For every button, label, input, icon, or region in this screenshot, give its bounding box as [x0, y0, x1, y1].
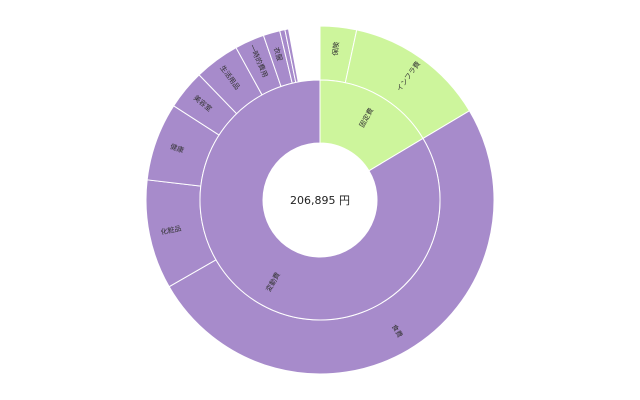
outer-ring	[145, 25, 495, 375]
inner-ring	[199, 79, 441, 321]
outer-label-8: 衣服	[272, 46, 285, 62]
center-hole	[263, 143, 377, 257]
outer-label-0: 保険	[330, 41, 340, 56]
outer-label-4: 健康	[169, 142, 185, 155]
center-total-label: 206,895 円	[290, 194, 350, 207]
outer-label-3: 化粧品	[160, 224, 182, 237]
